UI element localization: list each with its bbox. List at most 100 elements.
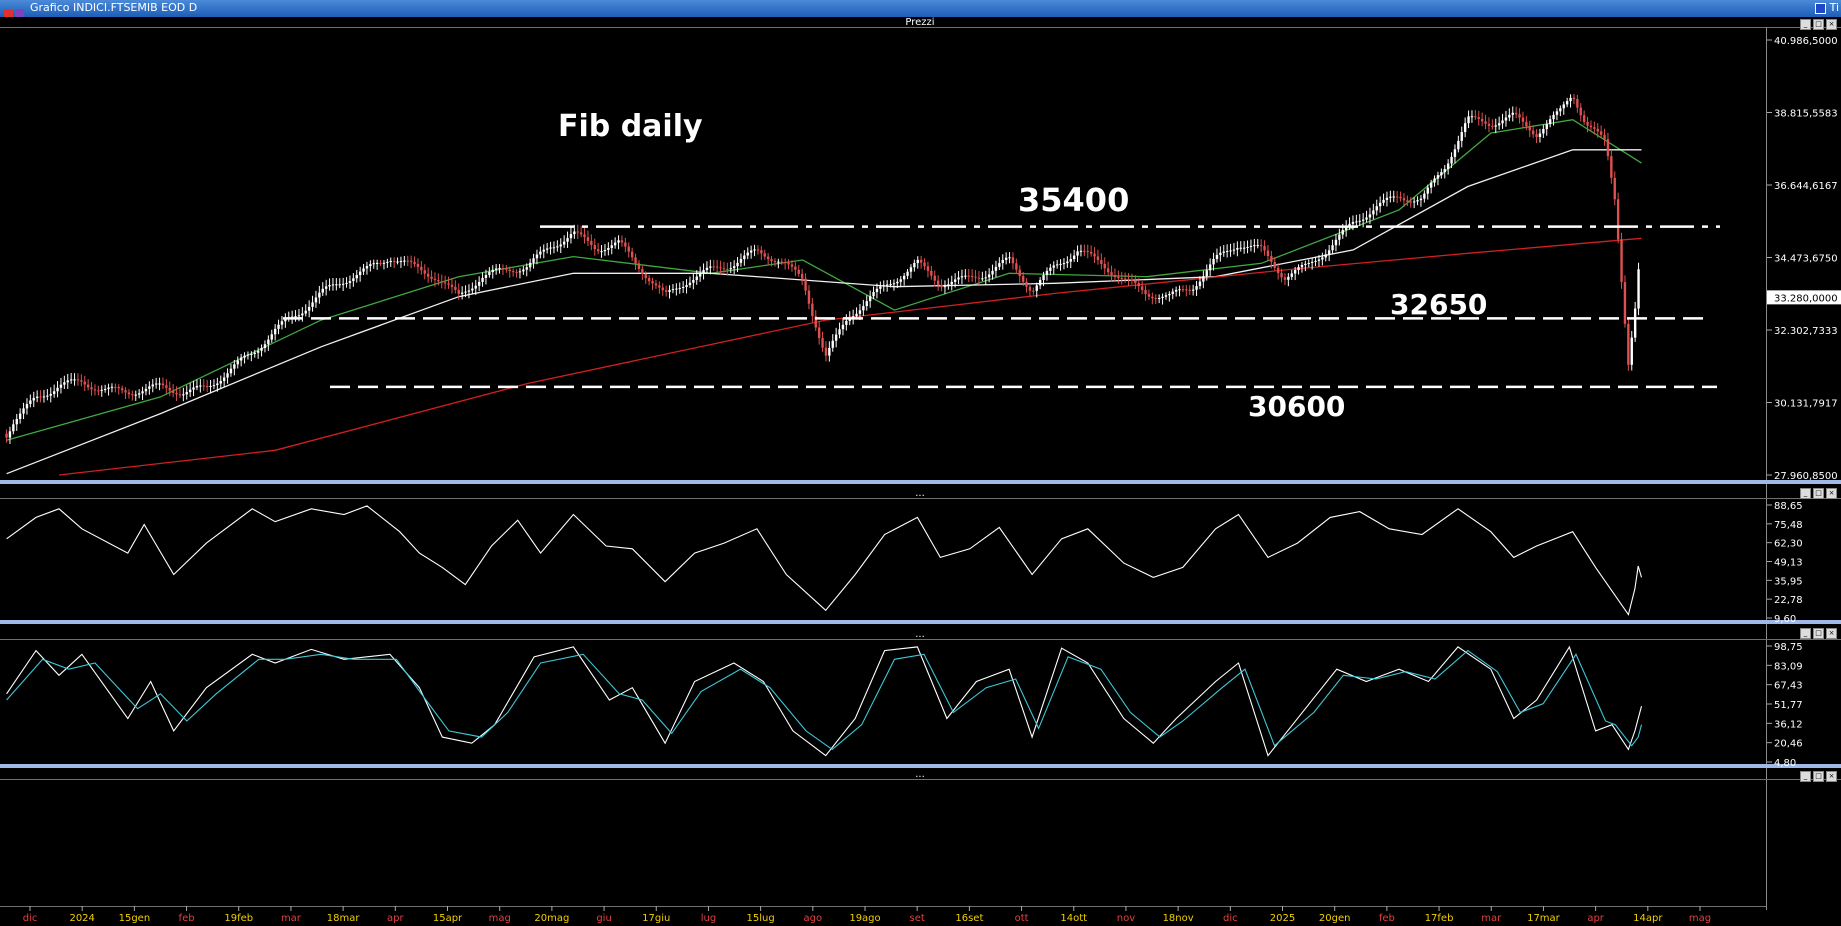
x-tick-label-18: 16set	[955, 913, 983, 924]
separator-2[interactable]	[0, 620, 1841, 624]
candle-body-401	[399, 261, 403, 263]
candle-body-789	[787, 263, 790, 265]
stoch-minimize-button[interactable]: _	[1800, 628, 1811, 639]
stoch-axis-tick-label-2: 67,43	[1774, 681, 1803, 692]
window-right-controls[interactable]: Ti	[1815, 1, 1839, 14]
candle-body-1601	[1599, 131, 1603, 135]
candle-body-194	[192, 387, 195, 390]
candle-body-1044	[1042, 275, 1045, 281]
candle-body-262	[260, 348, 263, 351]
candle-body-1465	[1463, 123, 1467, 133]
candle-body-935	[933, 275, 936, 281]
candle-body-37	[35, 396, 39, 398]
candle-body-1598	[1596, 128, 1599, 132]
stoch-axis-tick-label-1: 83,09	[1774, 661, 1803, 672]
candle-body-1472	[1470, 116, 1474, 118]
candle-body-659	[658, 285, 661, 288]
candle-body-986	[984, 277, 987, 279]
candle-body-778	[777, 261, 780, 263]
candle-body-996	[994, 266, 998, 271]
candle-body-415	[413, 261, 416, 264]
candle-body-1305	[1304, 263, 1307, 265]
empty-minimize-button[interactable]: _	[1800, 771, 1811, 782]
candle-body-544	[542, 249, 545, 252]
candle-body-908	[906, 271, 909, 276]
candle-body-1530	[1528, 126, 1531, 131]
candle-body-1197	[1195, 286, 1198, 290]
candle-body-1091	[1089, 251, 1093, 254]
candle-body-727	[726, 269, 729, 271]
candle-body-540	[539, 251, 542, 255]
candle-body-952	[950, 281, 953, 285]
candle-body-109	[107, 387, 110, 389]
candle-body-1506	[1504, 117, 1508, 121]
candle-body-469	[467, 290, 471, 292]
candle-body-1611	[1610, 156, 1613, 178]
empty-maximize-button[interactable]: □	[1813, 771, 1824, 782]
empty-close-button[interactable]: ×	[1826, 771, 1837, 782]
candle-body-163	[161, 383, 165, 386]
candle-body-836	[834, 334, 838, 341]
candle-body-1448	[1446, 163, 1450, 170]
candle-body-248	[246, 354, 250, 356]
candle-body-731	[729, 268, 732, 270]
candle-body-285	[284, 318, 287, 322]
candle-body-1605	[1603, 134, 1606, 140]
candle-body-1343	[1341, 230, 1344, 235]
candle-body-214	[212, 385, 216, 387]
candle-body-1326	[1324, 254, 1327, 258]
candle-body-347	[345, 282, 348, 284]
candle-body-1006	[1004, 257, 1008, 260]
rsi-maximize-button[interactable]: □	[1813, 488, 1824, 499]
price-axis-tick-label-2: 36.644,6167	[1774, 181, 1838, 192]
window-title: Grafico INDICI.FTSEMIB EOD D	[30, 1, 198, 14]
candle-body-714	[712, 266, 715, 268]
candle-body-782	[780, 261, 783, 263]
pane-close-button[interactable]: ×	[1826, 19, 1837, 30]
candle-body-755	[753, 249, 756, 251]
candle-body-945	[943, 286, 947, 288]
candle-body-1067	[1066, 261, 1069, 264]
candle-body-160	[158, 383, 161, 385]
candle-body-462	[460, 292, 464, 294]
separator-3[interactable]	[0, 764, 1841, 768]
rsi-close-button[interactable]: ×	[1826, 488, 1837, 499]
candle-body-1445	[1443, 169, 1446, 173]
candle-body-948	[947, 284, 950, 287]
candle-body-449	[447, 283, 450, 285]
candle-body-166	[165, 385, 168, 388]
candle-body-792	[790, 264, 794, 267]
pane-minimize-button[interactable]: _	[1800, 19, 1811, 30]
x-tick-label-5: mar	[281, 913, 302, 924]
candle-body-925	[923, 262, 926, 267]
candle-body-724	[722, 268, 726, 270]
candle-body-649	[647, 278, 651, 282]
stoch-maximize-button[interactable]: □	[1813, 628, 1824, 639]
candle-body-1567	[1565, 101, 1569, 105]
candle-body-1118	[1117, 276, 1120, 279]
candle-body-1095	[1093, 253, 1096, 257]
rsi-pane-label: ...	[915, 488, 925, 499]
candle-body-1411	[1409, 201, 1412, 203]
x-tick-label-27: 17feb	[1425, 913, 1454, 924]
candle-body-408	[406, 260, 409, 262]
pane-maximize-button[interactable]: □	[1813, 19, 1824, 30]
blue-square-icon	[1815, 2, 1827, 14]
separator-1[interactable]	[0, 480, 1841, 484]
candle-body-466	[464, 291, 467, 293]
candle-body-710	[709, 266, 712, 268]
rsi-minimize-button[interactable]: _	[1800, 488, 1811, 499]
x-tick-label-32: mag	[1689, 913, 1711, 924]
stoch-axis-tick-label-0: 98,75	[1774, 642, 1803, 653]
candle-body-1404	[1402, 198, 1406, 201]
candle-body-64	[63, 382, 66, 385]
candle-body-1292	[1290, 273, 1293, 277]
candle-body-1139	[1137, 283, 1140, 287]
stoch-close-button[interactable]: ×	[1826, 628, 1837, 639]
x-tick-label-7: apr	[387, 913, 404, 924]
candle-body-1360	[1358, 220, 1361, 222]
candle-body-245	[243, 355, 246, 358]
window-menu-icons[interactable]	[4, 3, 26, 18]
candle-body-615	[613, 242, 617, 246]
